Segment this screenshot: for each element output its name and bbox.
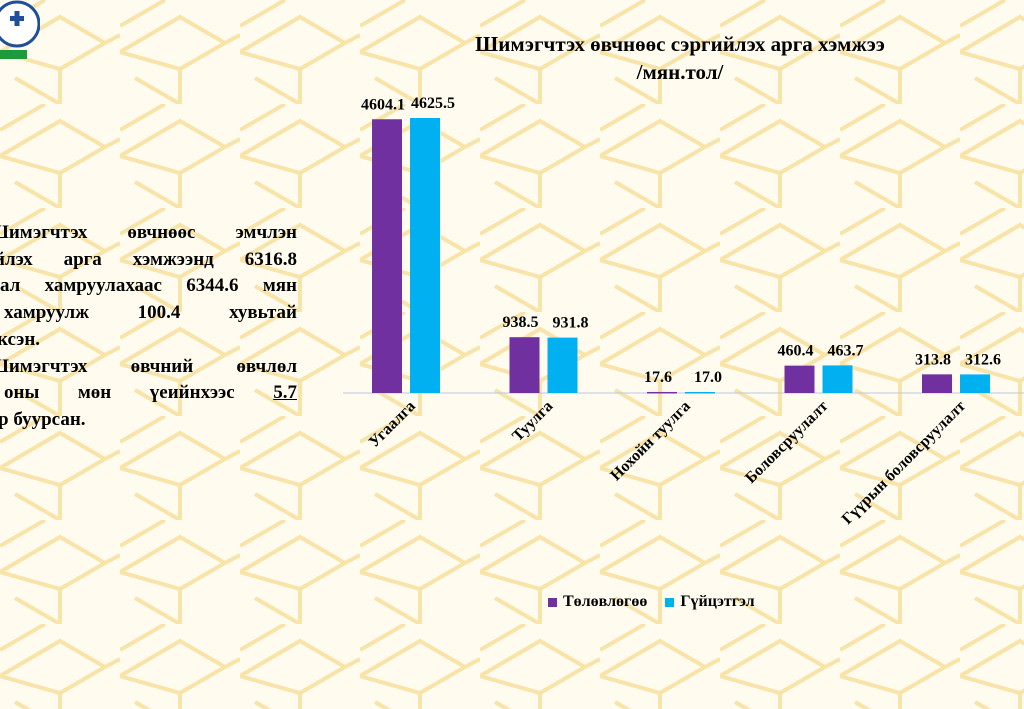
bar-plan [372, 119, 402, 394]
legend-swatch-actual [665, 597, 675, 607]
bar-plan [922, 374, 952, 393]
category-label: Туулга [509, 398, 556, 445]
legend-item-actual: Гүйцэтгэл [665, 593, 755, 611]
text-line: р буурсан. [0, 408, 86, 430]
text-line: ал хамруулахаас 6344.6 мян [0, 275, 297, 297]
bar-plan [647, 391, 677, 394]
text-line: йлэх арга хэмжээнд 6316.8 [0, 248, 297, 270]
data-label: 4604.1 [361, 96, 405, 113]
category-label: Угаалга [366, 398, 419, 451]
bar-actual [685, 391, 715, 394]
text-line: оны мөн үеийнхээс 5.7 [0, 380, 297, 407]
legend-label: Гүйцэтгэл [680, 593, 755, 610]
text-line: хамруулж 100.4 хувьтай [4, 302, 297, 324]
chart-title: Шимэгчтэх өвчнөөс сэргийлэх арга хэмжээ … [400, 30, 960, 86]
data-label: 460.4 [778, 343, 814, 360]
data-label: 938.5 [503, 314, 539, 331]
text-line: Шимэгчтэх өвчнөөс эмчлэн [0, 222, 297, 243]
category-label: Боловсруулалт [742, 398, 831, 487]
data-label: 931.8 [553, 315, 589, 332]
data-label: 17.0 [694, 369, 722, 386]
bar-actual [410, 118, 440, 393]
ministry-logo [0, 0, 41, 60]
legend-swatch-plan [548, 597, 557, 607]
highlight-value: 5.7 [273, 382, 297, 404]
bar-actual [547, 337, 578, 393]
bar-plan [784, 365, 815, 393]
text-line: ксэн. [0, 328, 41, 350]
bar-plan [509, 337, 540, 393]
legend-label: Төлөвлөгөө [563, 593, 648, 610]
data-label: 4625.5 [411, 95, 455, 112]
category-label: Гүүрын боловсруулалт [839, 398, 969, 528]
text-line-part: оны мөн үеийнхээс [4, 382, 235, 404]
chart-title-text: Шимэгчтэх өвчнөөс сэргийлэх арга хэмжээ [475, 32, 885, 56]
text-line: Шимэгчтэх өвчний өвчлөл [0, 355, 297, 377]
chart-subtitle: /мян.тол/ [636, 60, 724, 84]
data-label: 312.6 [965, 351, 1001, 368]
summary-text: Шимэгчтэх өвчнөөс эмчлэн йлэх арга хэмжэ… [0, 220, 297, 434]
legend: Төлөвлөгөө Гүйцэтгэл [548, 593, 755, 611]
data-label: 463.7 [828, 342, 864, 359]
data-label: 17.6 [644, 369, 672, 386]
data-label: 313.8 [915, 351, 951, 368]
legend-item-plan: Төлөвлөгөө [548, 593, 647, 611]
category-label: Нохойн туулга [607, 398, 694, 485]
bar-actual [960, 374, 990, 393]
bar-actual [822, 365, 853, 393]
